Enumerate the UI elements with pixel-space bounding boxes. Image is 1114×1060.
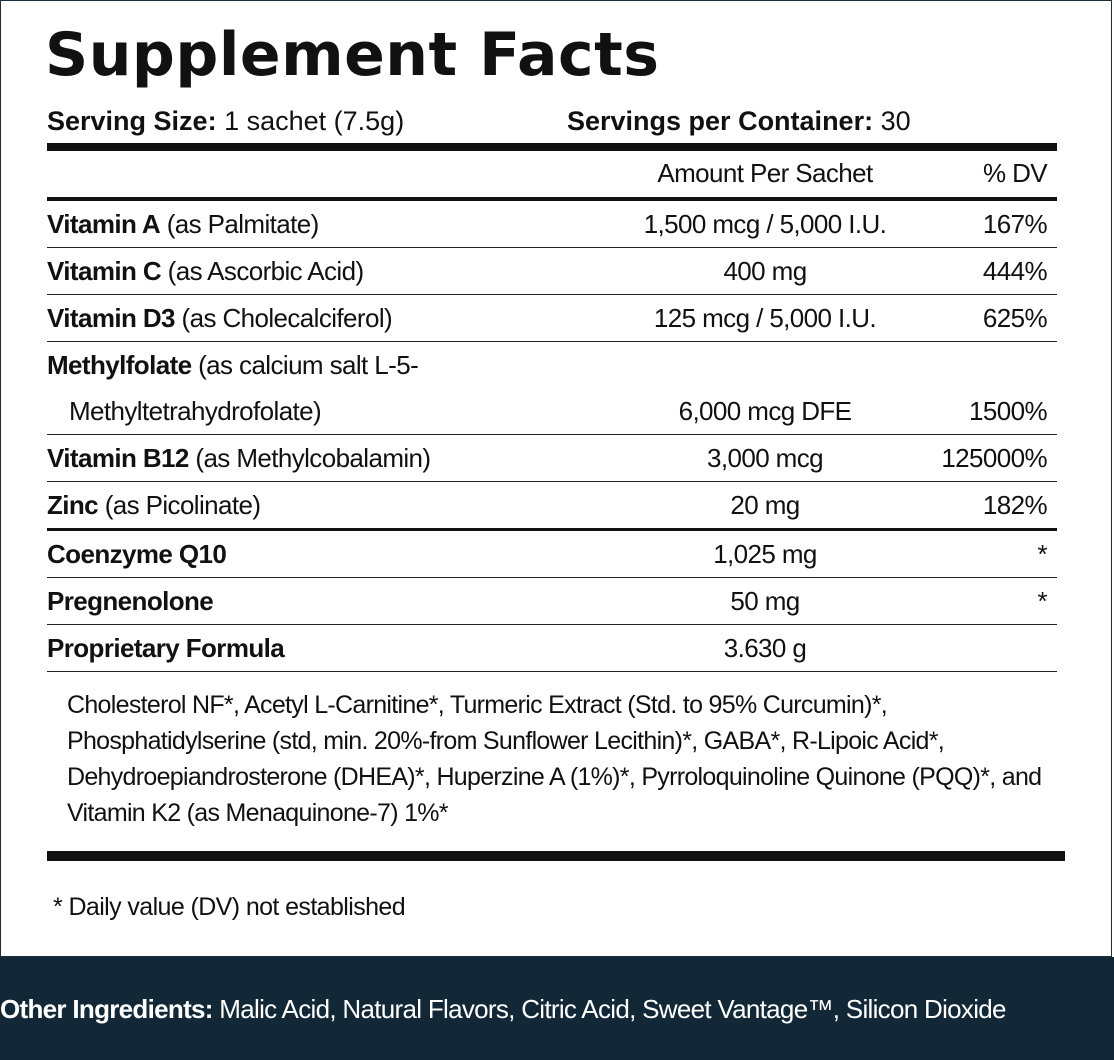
nutrient-dv: * — [935, 529, 1057, 578]
proprietary-ingredients: Cholesterol NF*, Acetyl L-Carnitine*, Tu… — [67, 687, 1067, 831]
nutrient-amount: 1,500 mcg / 5,000 I.U. — [595, 199, 935, 248]
nutrient-name: Methylfolate (as calcium salt L-5- Methy… — [47, 341, 595, 435]
proprietary-line: Phosphatidylserine (std, min. 20%-from S… — [67, 727, 945, 755]
servings-per-container-value: 30 — [880, 106, 911, 136]
nutrient-dv: * — [935, 577, 1057, 625]
nutrient-name: Zinc (as Picolinate) — [47, 481, 595, 531]
nutrient-detail: (as Palmitate) — [166, 208, 320, 239]
nutrient-detail-continued: Methyltetrahydrofolate) — [69, 396, 322, 426]
proprietary-line: Cholesterol NF*, Acetyl L-Carnitine*, Tu… — [67, 691, 888, 719]
nutrient-dv: 125000% — [935, 434, 1057, 482]
nutrient-bold-name: Vitamin B12 — [47, 442, 189, 473]
nutrient-bold-name: Methylfolate — [47, 350, 192, 380]
nutrient-detail: (as Methylcobalamin) — [195, 442, 431, 473]
nutrient-bold-name: Vitamin D3 — [47, 302, 176, 333]
nutrient-name: Coenzyme Q10 — [47, 529, 595, 578]
serving-size-label: Serving Size: — [47, 106, 217, 136]
nutrient-name: Vitamin C (as Ascorbic Acid) — [47, 247, 595, 295]
nutrient-amount: 20 mg — [595, 481, 935, 531]
header-blank — [47, 149, 595, 201]
nutrient-bold-name: Pregnenolone — [47, 585, 214, 616]
nutrient-name: Pregnenolone — [47, 577, 595, 625]
table-row: Vitamin B12 (as Methylcobalamin) 3,000 m… — [47, 434, 1057, 482]
nutrient-amount: 125 mcg / 5,000 I.U. — [595, 294, 935, 342]
serving-size-value: 1 sachet (7.5g) — [224, 106, 405, 136]
nutrient-name: Proprietary Formula — [47, 624, 595, 672]
nutrient-name: Vitamin D3 (as Cholecalciferol) — [47, 294, 595, 342]
nutrient-bold-name: Proprietary Formula — [47, 632, 285, 663]
dv-header: % DV — [935, 149, 1057, 201]
nutrient-detail: (as Picolinate) — [104, 489, 261, 520]
top-thick-rule — [47, 143, 1057, 151]
proprietary-line: Dehydroepiandrosterone (DHEA)*, Huperzin… — [67, 763, 1042, 791]
servings-per-container: Servings per Container: 30 — [567, 103, 911, 139]
nutrient-amount: 3,000 mcg — [595, 434, 935, 482]
nutrient-detail: (as calcium salt L-5- — [198, 350, 419, 380]
other-ingredients-value: Malic Acid, Natural Flavors, Citric Acid… — [219, 994, 1006, 1024]
nutrient-amount: 1,025 mg — [595, 529, 935, 578]
other-ingredients-banner: Other Ingredients: Malic Acid, Natural F… — [0, 957, 1114, 1060]
other-ingredients-label: Other Ingredients: — [0, 994, 213, 1024]
serving-size: Serving Size: 1 sachet (7.5g) — [47, 103, 404, 139]
nutrient-dv: 182% — [935, 481, 1057, 531]
supplement-facts-panel: Supplement Facts Serving Size: 1 sachet … — [0, 0, 1112, 957]
proprietary-line: Vitamin K2 (as Menaquinone-7) 1%* — [67, 799, 449, 827]
nutrient-dv: 1500% — [935, 341, 1057, 435]
dv-footnote: * Daily value (DV) not established — [53, 893, 406, 921]
servings-per-container-label: Servings per Container: — [567, 106, 874, 136]
table-row: Zinc (as Picolinate) 20 mg 182% — [47, 481, 1057, 531]
nutrient-dv: 444% — [935, 247, 1057, 295]
nutrient-amount: 6,000 mcg DFE — [595, 341, 935, 435]
nutrient-bold-name: Vitamin C — [47, 255, 162, 286]
nutrient-bold-name: Vitamin A — [47, 208, 161, 239]
nutrient-amount: 400 mg — [595, 247, 935, 295]
table-row: Vitamin C (as Ascorbic Acid) 400 mg 444% — [47, 247, 1057, 295]
nutrient-bold-name: Zinc — [47, 489, 99, 520]
table-row: Methylfolate (as calcium salt L-5- Methy… — [47, 341, 1057, 435]
nutrient-detail: (as Cholecalciferol) — [181, 302, 393, 333]
table-row: Vitamin A (as Palmitate) 1,500 mcg / 5,0… — [47, 199, 1057, 248]
nutrient-name: Vitamin A (as Palmitate) — [47, 199, 595, 248]
table-row: Coenzyme Q10 1,025 mg * — [47, 529, 1057, 578]
table-row: Proprietary Formula 3.630 g — [47, 624, 1057, 672]
serving-info: Serving Size: 1 sachet (7.5g) Servings p… — [47, 103, 1067, 139]
table-row: Vitamin D3 (as Cholecalciferol) 125 mcg … — [47, 294, 1057, 342]
other-ingredients-text: Other Ingredients: Malic Acid, Natural F… — [0, 991, 1007, 1027]
nutrient-amount: 50 mg — [595, 577, 935, 625]
nutrient-dv — [935, 624, 1057, 672]
nutrient-amount: 3.630 g — [595, 624, 935, 672]
nutrient-detail: (as Ascorbic Acid) — [167, 255, 364, 286]
table-row: Pregnenolone 50 mg * — [47, 577, 1057, 625]
bottom-thick-rule — [47, 851, 1065, 861]
table-header-row: Amount Per Sachet % DV — [47, 149, 1057, 201]
nutrient-dv: 625% — [935, 294, 1057, 342]
nutrient-dv: 167% — [935, 199, 1057, 248]
nutrient-bold-name: Coenzyme Q10 — [47, 538, 227, 569]
facts-table: Amount Per Sachet % DV Vitamin A (as Pal… — [47, 149, 1057, 672]
page-title: Supplement Facts — [45, 20, 660, 90]
amount-header: Amount Per Sachet — [595, 149, 935, 201]
nutrient-name: Vitamin B12 (as Methylcobalamin) — [47, 434, 595, 482]
